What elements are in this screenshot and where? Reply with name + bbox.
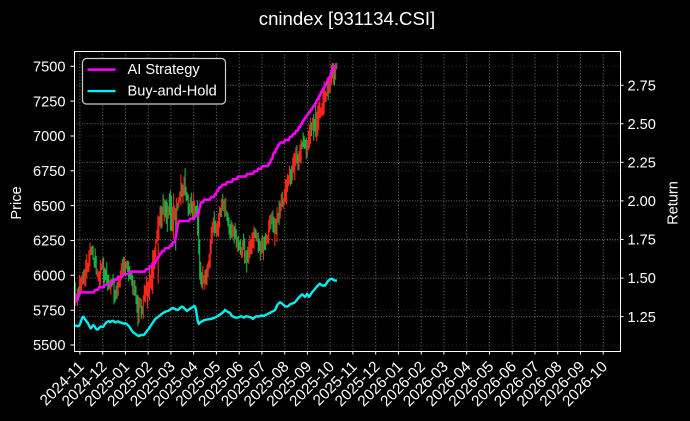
svg-text:2.00: 2.00 (628, 194, 656, 210)
svg-text:1.75: 1.75 (628, 233, 656, 249)
svg-text:2.50: 2.50 (628, 117, 656, 133)
svg-text:cnindex [931134.CSI]: cnindex [931134.CSI] (259, 8, 435, 29)
svg-text:7250: 7250 (33, 94, 65, 110)
svg-text:6750: 6750 (33, 164, 65, 180)
svg-text:6500: 6500 (33, 199, 65, 215)
svg-text:2.75: 2.75 (628, 79, 656, 95)
svg-text:6000: 6000 (33, 269, 65, 285)
svg-text:Return: Return (666, 181, 682, 225)
svg-text:AI Strategy: AI Strategy (128, 62, 201, 78)
svg-text:1.25: 1.25 (628, 310, 656, 326)
svg-text:7000: 7000 (33, 129, 65, 145)
svg-text:7500: 7500 (33, 60, 65, 76)
svg-text:5500: 5500 (33, 338, 65, 354)
svg-text:6250: 6250 (33, 234, 65, 250)
svg-text:1.50: 1.50 (628, 271, 656, 287)
svg-text:Buy-and-Hold: Buy-and-Hold (128, 84, 217, 100)
svg-text:Price: Price (9, 186, 25, 219)
svg-text:5750: 5750 (33, 303, 65, 319)
svg-text:2.25: 2.25 (628, 156, 656, 172)
